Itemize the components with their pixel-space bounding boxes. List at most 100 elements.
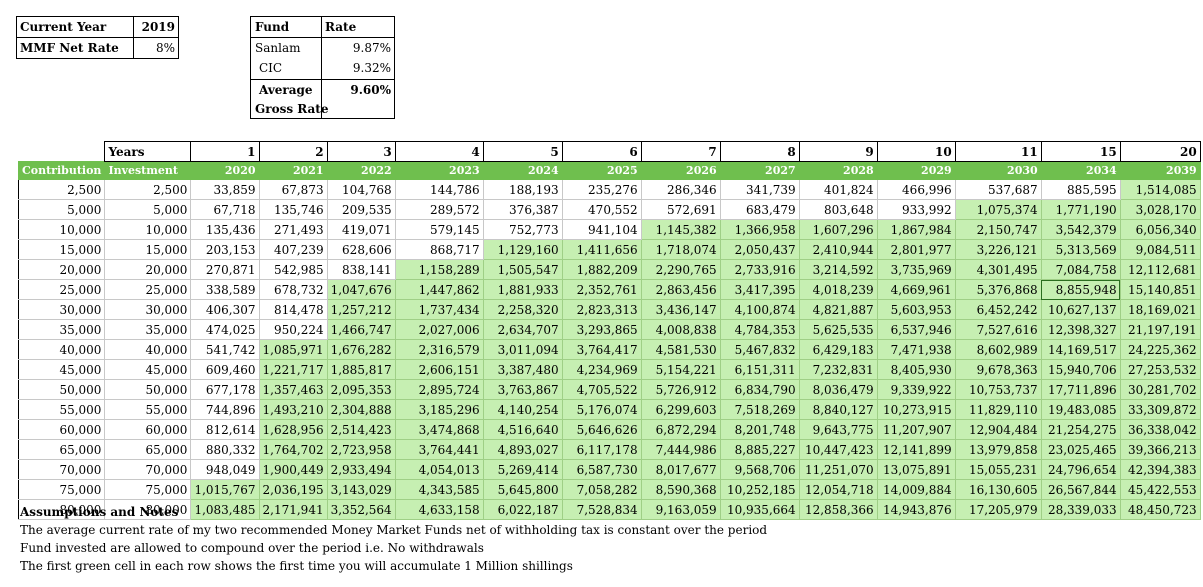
contribution-cell[interactable]: 15,000 (17, 239, 106, 260)
contribution-cell[interactable]: 65,000 (17, 439, 106, 460)
value-cell[interactable]: 3,735,969 (876, 259, 956, 280)
value-cell[interactable]: 30,281,702 (1119, 379, 1201, 400)
value-cell[interactable]: 2,823,313 (561, 299, 642, 320)
value-cell[interactable]: 1,718,074 (640, 239, 721, 260)
value-cell[interactable]: 3,542,379 (1040, 219, 1121, 240)
value-cell[interactable]: 2,634,707 (482, 319, 563, 340)
value-cell[interactable]: 2,801,977 (876, 239, 956, 260)
value-cell[interactable]: 2,095,353 (326, 379, 396, 400)
value-cell[interactable]: 5,646,626 (561, 419, 642, 440)
value-cell[interactable]: 14,943,876 (876, 499, 956, 520)
value-cell[interactable]: 406,307 (190, 299, 260, 320)
value-cell[interactable]: 7,528,834 (561, 499, 642, 520)
value-cell[interactable]: 1,411,656 (561, 239, 642, 260)
value-cell[interactable]: 1,129,160 (482, 239, 563, 260)
value-cell[interactable]: 135,436 (190, 219, 260, 240)
value-cell[interactable]: 803,648 (798, 199, 878, 220)
value-cell[interactable]: 1,505,547 (482, 259, 563, 280)
value-cell[interactable]: 19,483,085 (1040, 399, 1121, 420)
value-cell[interactable]: 4,018,239 (798, 279, 878, 300)
value-cell[interactable]: 4,140,254 (482, 399, 563, 420)
value-cell[interactable]: 5,376,868 (954, 279, 1042, 300)
value-cell[interactable]: 2,723,958 (326, 439, 396, 460)
value-cell[interactable]: 10,935,664 (719, 499, 800, 520)
value-cell[interactable]: 5,645,800 (482, 479, 563, 500)
fund-rate[interactable]: 9.32% (352, 61, 391, 75)
contribution-cell[interactable]: 2,500 (17, 179, 106, 200)
value-cell[interactable]: 537,687 (954, 179, 1042, 200)
value-cell[interactable]: 1,047,676 (326, 279, 396, 300)
value-cell[interactable]: 6,151,311 (719, 359, 800, 380)
value-cell[interactable]: 1,881,933 (482, 279, 563, 300)
value-cell[interactable]: 5,269,414 (482, 459, 563, 480)
value-cell[interactable]: 3,764,417 (561, 339, 642, 360)
value-cell[interactable]: 33,859 (190, 179, 260, 200)
value-cell[interactable]: 1,737,434 (394, 299, 484, 320)
contribution-cell[interactable]: 35,000 (17, 319, 106, 340)
value-cell[interactable]: 286,346 (640, 179, 721, 200)
contribution-cell[interactable]: 55,000 (17, 399, 106, 420)
value-cell[interactable]: 338,589 (190, 279, 260, 300)
value-cell[interactable]: 3,387,480 (482, 359, 563, 380)
value-cell[interactable]: 235,276 (561, 179, 642, 200)
value-cell[interactable]: 812,614 (190, 419, 260, 440)
value-cell[interactable]: 4,008,838 (640, 319, 721, 340)
value-cell[interactable]: 104,768 (326, 179, 396, 200)
value-cell[interactable]: 11,251,070 (798, 459, 878, 480)
value-cell[interactable]: 12,054,718 (798, 479, 878, 500)
contribution-cell[interactable]: 20,000 (17, 259, 106, 280)
value-cell[interactable]: 9,084,511 (1119, 239, 1201, 260)
value-cell[interactable]: 1,466,747 (326, 319, 396, 340)
value-cell[interactable]: 3,226,121 (954, 239, 1042, 260)
value-cell[interactable]: 48,450,723 (1119, 499, 1201, 520)
value-cell[interactable]: 541,742 (190, 339, 260, 360)
value-cell[interactable]: 10,252,185 (719, 479, 800, 500)
value-cell[interactable]: 933,992 (876, 199, 956, 220)
value-cell[interactable]: 4,633,158 (394, 499, 484, 520)
value-cell[interactable]: 33,309,872 (1119, 399, 1201, 420)
value-cell[interactable]: 2,171,941 (258, 499, 328, 520)
value-cell[interactable]: 10,753,737 (954, 379, 1042, 400)
value-cell[interactable]: 5,726,912 (640, 379, 721, 400)
value-cell[interactable]: 4,516,640 (482, 419, 563, 440)
value-cell[interactable]: 8,602,989 (954, 339, 1042, 360)
investment-cell[interactable]: 60,000 (104, 419, 192, 440)
value-cell[interactable]: 4,234,969 (561, 359, 642, 380)
value-cell[interactable]: 4,100,874 (719, 299, 800, 320)
value-cell[interactable]: 203,153 (190, 239, 260, 260)
contribution-cell[interactable]: 75,000 (17, 479, 106, 500)
value-cell[interactable]: 13,075,891 (876, 459, 956, 480)
value-cell[interactable]: 2,933,494 (326, 459, 396, 480)
value-cell[interactable]: 188,193 (482, 179, 563, 200)
value-cell[interactable]: 341,739 (719, 179, 800, 200)
value-cell[interactable]: 8,885,227 (719, 439, 800, 460)
value-cell[interactable]: 6,022,187 (482, 499, 563, 520)
value-cell[interactable]: 135,746 (258, 199, 328, 220)
contribution-cell[interactable]: 80,000 (17, 499, 106, 520)
value-cell[interactable]: 1,885,817 (326, 359, 396, 380)
value-cell[interactable]: 470,552 (561, 199, 642, 220)
contribution-cell[interactable]: 5,000 (17, 199, 106, 220)
value-cell[interactable]: 2,150,747 (954, 219, 1042, 240)
value-cell[interactable]: 2,606,151 (394, 359, 484, 380)
value-cell[interactable]: 12,904,484 (954, 419, 1042, 440)
value-cell[interactable]: 42,394,383 (1119, 459, 1201, 480)
value-cell[interactable]: 4,705,522 (561, 379, 642, 400)
value-cell[interactable]: 9,163,059 (640, 499, 721, 520)
value-cell[interactable]: 12,112,681 (1119, 259, 1201, 280)
value-cell[interactable]: 7,527,616 (954, 319, 1042, 340)
value-cell[interactable]: 11,207,907 (876, 419, 956, 440)
value-cell[interactable]: 26,567,844 (1040, 479, 1121, 500)
value-cell[interactable]: 15,940,706 (1040, 359, 1121, 380)
value-cell[interactable]: 1,447,862 (394, 279, 484, 300)
value-cell[interactable]: 5,176,074 (561, 399, 642, 420)
value-cell[interactable]: 1,221,717 (258, 359, 328, 380)
value-cell[interactable]: 3,763,867 (482, 379, 563, 400)
value-cell[interactable]: 21,254,275 (1040, 419, 1121, 440)
value-cell[interactable]: 814,478 (258, 299, 328, 320)
value-cell[interactable]: 1,867,984 (876, 219, 956, 240)
value-cell[interactable]: 7,471,938 (876, 339, 956, 360)
value-cell[interactable]: 9,339,922 (876, 379, 956, 400)
value-cell[interactable]: 2,410,944 (798, 239, 878, 260)
value-cell[interactable]: 4,669,961 (876, 279, 956, 300)
